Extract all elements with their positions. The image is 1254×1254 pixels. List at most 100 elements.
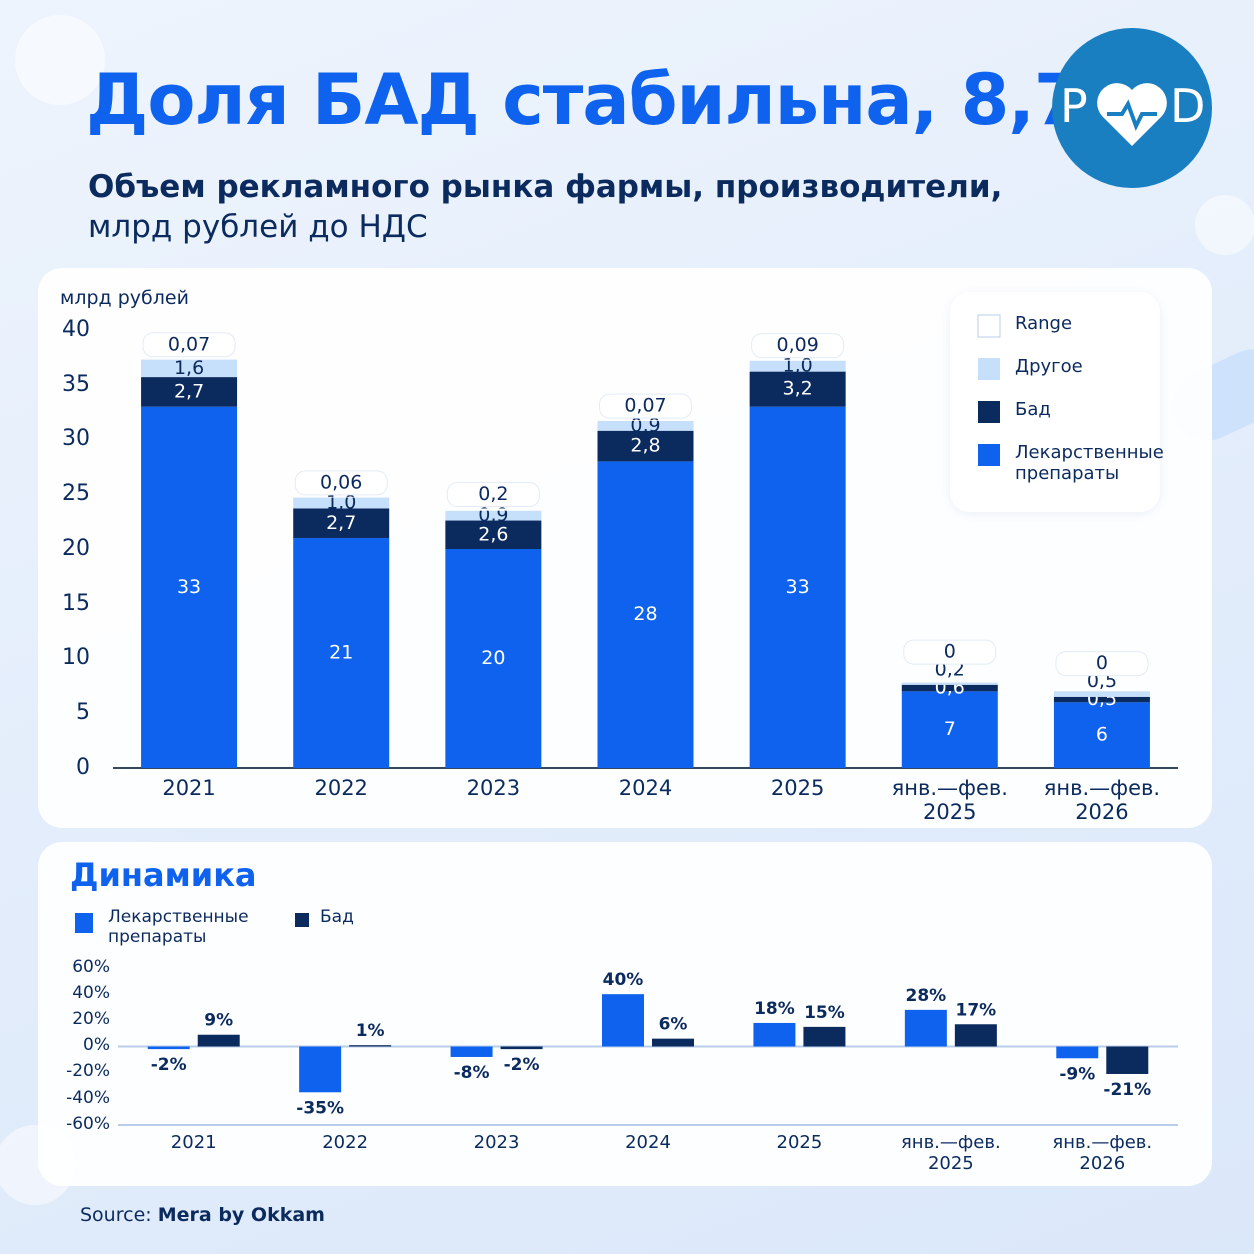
- legend-label: Другое: [1015, 356, 1083, 377]
- value-label: -21%: [1103, 1080, 1151, 1100]
- y-tick-label: 20%: [72, 1009, 110, 1030]
- bar-segment: [901, 691, 998, 768]
- x-tick-label: янв.—фев. 2026: [1052, 1132, 1153, 1174]
- bar-segment: [141, 406, 238, 768]
- value-label: 21: [329, 642, 353, 664]
- y-tick-label: 10: [62, 645, 90, 671]
- y-tick-label: 5: [76, 700, 90, 726]
- value-label: 18%: [754, 999, 795, 1019]
- value-label: -2%: [151, 1055, 187, 1075]
- x-tick-label: 2025: [776, 1132, 823, 1153]
- value-label: -8%: [454, 1063, 490, 1083]
- bar: [197, 1034, 240, 1047]
- legend-swatch: [978, 444, 1000, 466]
- value-label: 0,2: [478, 483, 508, 505]
- legend-swatch: [75, 913, 93, 933]
- page-title: Доля БАД стабильна, 8,7%: [86, 59, 1152, 141]
- x-tick-label: 2024: [618, 776, 673, 800]
- value-label: 0,06: [320, 471, 362, 493]
- y-tick-label: 20: [62, 535, 90, 561]
- bar: [954, 1024, 997, 1047]
- bar-segment: [1053, 696, 1150, 703]
- logo: P D: [1052, 28, 1212, 188]
- value-label: 1%: [356, 1021, 385, 1041]
- x-tick-label: 2022: [322, 1132, 369, 1153]
- y-tick-label: 40: [62, 316, 90, 342]
- value-label: 3,2: [783, 378, 813, 400]
- value-label: 2,6: [478, 523, 508, 545]
- bar-segment: [597, 461, 694, 768]
- legend-label: Бад: [320, 907, 354, 927]
- bar-segment: [293, 497, 390, 509]
- x-tick-label: янв.—фев. 2026: [1043, 776, 1161, 825]
- x-tick-label: 2021: [162, 776, 216, 800]
- legend-label: Range: [1015, 313, 1073, 334]
- y-tick-label: 15: [62, 590, 90, 616]
- value-label: 1,6: [174, 357, 204, 379]
- value-label: 28: [633, 603, 657, 625]
- bar-segment: [445, 520, 542, 549]
- value-label: 20: [481, 647, 505, 669]
- label-box: [1055, 651, 1149, 677]
- value-label: 17%: [956, 1000, 997, 1020]
- bar: [1106, 1046, 1149, 1074]
- x-tick-label: 2021: [170, 1132, 217, 1153]
- value-label: 6%: [659, 1015, 688, 1035]
- bar: [349, 1045, 392, 1047]
- value-label: 2,7: [326, 512, 356, 534]
- subtitle: Объем рекламного рынка фармы, производит…: [88, 169, 1003, 205]
- value-label: 33: [177, 576, 201, 598]
- value-label: -35%: [296, 1098, 344, 1118]
- legend-swatch: [978, 401, 1000, 423]
- legend-swatch: [977, 314, 1001, 338]
- value-label: -9%: [1059, 1064, 1095, 1084]
- legend-swatch: [295, 913, 309, 927]
- value-label: 15%: [804, 1003, 845, 1023]
- chart-title: Динамика: [70, 856, 257, 894]
- bar-segment: [1053, 702, 1150, 768]
- source-label: Source:: [80, 1204, 152, 1226]
- x-tick-label: 2023: [473, 1132, 520, 1153]
- y-tick-label: 40%: [72, 982, 110, 1003]
- x-tick-label: янв.—фев. 2025: [891, 776, 1008, 825]
- y-axis-title: млрд рублей: [60, 287, 189, 309]
- value-label: 9%: [204, 1011, 233, 1031]
- value-label: 33: [786, 576, 810, 598]
- y-tick-label: 60%: [72, 956, 110, 977]
- value-label: 0,07: [624, 395, 666, 417]
- bubble: [1195, 195, 1254, 255]
- label-box: [751, 333, 845, 359]
- y-tick-label: -60%: [66, 1113, 110, 1134]
- bar-segment: [901, 682, 998, 685]
- bar-segment: [293, 496, 390, 498]
- x-tick-label: 2022: [314, 776, 368, 800]
- y-tick-label: -20%: [66, 1061, 110, 1082]
- bar: [803, 1026, 846, 1047]
- value-label: 0: [1096, 652, 1108, 674]
- y-tick-label: 0: [76, 754, 90, 780]
- value-label: 2,7: [174, 380, 204, 402]
- bar-segment: [749, 371, 846, 407]
- value-label: 0: [944, 641, 956, 663]
- bar: [500, 1046, 543, 1050]
- label-box: [599, 393, 692, 419]
- bar: [753, 1022, 796, 1047]
- label-box: [294, 470, 388, 496]
- bar: [299, 1046, 342, 1093]
- bar: [147, 1046, 190, 1050]
- bar-segment: [141, 359, 238, 378]
- value-label: 7: [944, 718, 956, 740]
- label-box: [142, 332, 236, 358]
- legend-swatch: [978, 358, 1000, 380]
- logo-heart: [1097, 83, 1167, 146]
- legend-label: Лекарственные препараты: [1015, 442, 1164, 484]
- x-tick-label: 2024: [625, 1132, 671, 1153]
- y-tick-label: 0%: [83, 1035, 110, 1056]
- bar: [602, 994, 644, 1047]
- bar-segment: [597, 420, 694, 431]
- value-label: 0,09: [776, 334, 818, 356]
- y-tick-label: -40%: [66, 1087, 110, 1108]
- source: Source: Mera by Okkam: [80, 1204, 325, 1227]
